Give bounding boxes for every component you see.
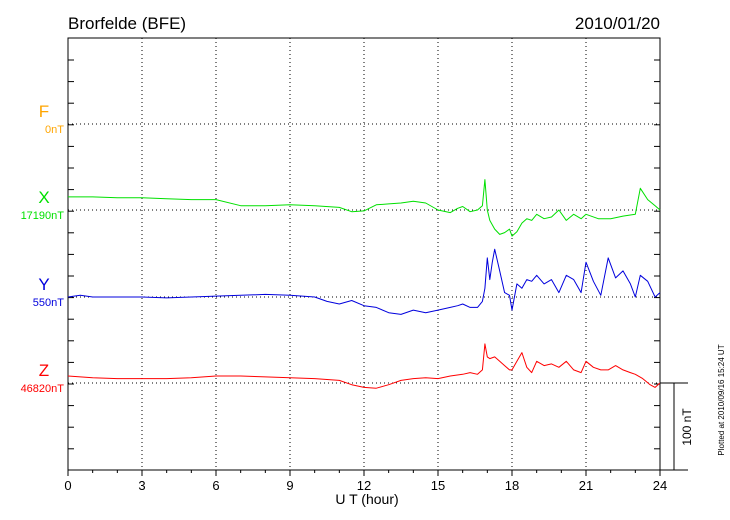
x-tick-label: 3 [138, 478, 145, 493]
series-baseline-y: 550nT [33, 297, 64, 309]
series-name-z: Z [39, 361, 49, 380]
series-line-y [67, 248, 661, 315]
series-line-x [68, 179, 661, 237]
series-labels: F 0nT X 17190nT Y 550nT Z 46820nT [21, 102, 65, 395]
series-baseline-f: 0nT [45, 124, 64, 136]
x-tick-label: 6 [212, 478, 219, 493]
x-tick-label: 21 [579, 478, 593, 493]
x-tick-label: 18 [505, 478, 519, 493]
series-name-f: F [39, 102, 49, 121]
x-tick-label: 24 [653, 478, 667, 493]
x-tick-label: 12 [357, 478, 371, 493]
x-tick-label: 0 [64, 478, 71, 493]
series-baseline-z: 46820nT [21, 383, 65, 395]
x-ticks: 0 3 6 9 12 15 18 21 24 [64, 470, 667, 493]
scale-bar-label: 100 nT [680, 408, 694, 446]
x-tick-label: 9 [286, 478, 293, 493]
gridlines [68, 38, 660, 470]
series-name-y: Y [38, 275, 49, 294]
chart-title: Brorfelde (BFE) [68, 14, 186, 33]
plotted-timestamp: Plotted at 2010/09/16 15:24 UT [717, 344, 726, 455]
chart-date: 2010/01/20 [575, 14, 660, 33]
series-lines [67, 179, 661, 389]
x-axis-label: U T (hour) [335, 491, 398, 507]
y-tick-marks [68, 59, 660, 450]
series-name-x: X [38, 188, 49, 207]
x-tick-label: 15 [431, 478, 445, 493]
series-line-z [67, 343, 661, 389]
series-baseline-x: 17190nT [21, 210, 65, 222]
scale-bar: 100 nT [660, 382, 694, 471]
